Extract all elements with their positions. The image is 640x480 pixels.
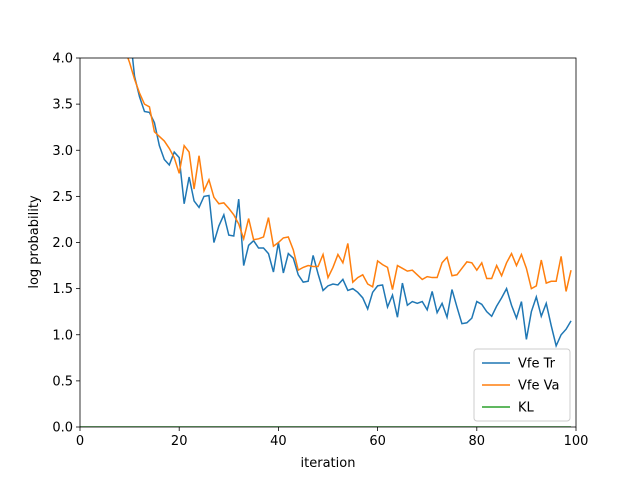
y-tick-label: 1.0 [52, 328, 73, 343]
legend-label: KL [518, 401, 535, 416]
x-tick-label: 40 [270, 434, 287, 449]
x-tick-label: 60 [369, 434, 386, 449]
y-tick-label: 0.0 [52, 421, 73, 436]
y-axis-label: log probability [27, 195, 42, 289]
x-axis-label: iteration [301, 456, 356, 471]
y-tick-label: 2.5 [52, 190, 73, 205]
y-tick-label: 2.0 [52, 236, 73, 251]
legend-label: Vfe Tr [518, 357, 556, 372]
x-tick-label: 20 [171, 434, 188, 449]
y-tick-label: 3.5 [52, 98, 73, 113]
x-tick-label: 0 [76, 434, 84, 449]
series-line [127, 58, 572, 292]
plot-lines [80, 58, 572, 427]
series-line [131, 58, 572, 349]
y-tick-label: 0.5 [52, 374, 73, 389]
y-tick-label: 3.0 [52, 144, 73, 159]
legend-box [473, 348, 571, 422]
x-tick-label: 100 [564, 434, 589, 449]
y-tick-label: 1.5 [52, 282, 73, 297]
y-tick-label: 4.0 [52, 52, 73, 67]
legend-label: Vfe Va [518, 379, 559, 394]
x-tick-label: 80 [469, 434, 486, 449]
plot-frame [79, 57, 577, 428]
